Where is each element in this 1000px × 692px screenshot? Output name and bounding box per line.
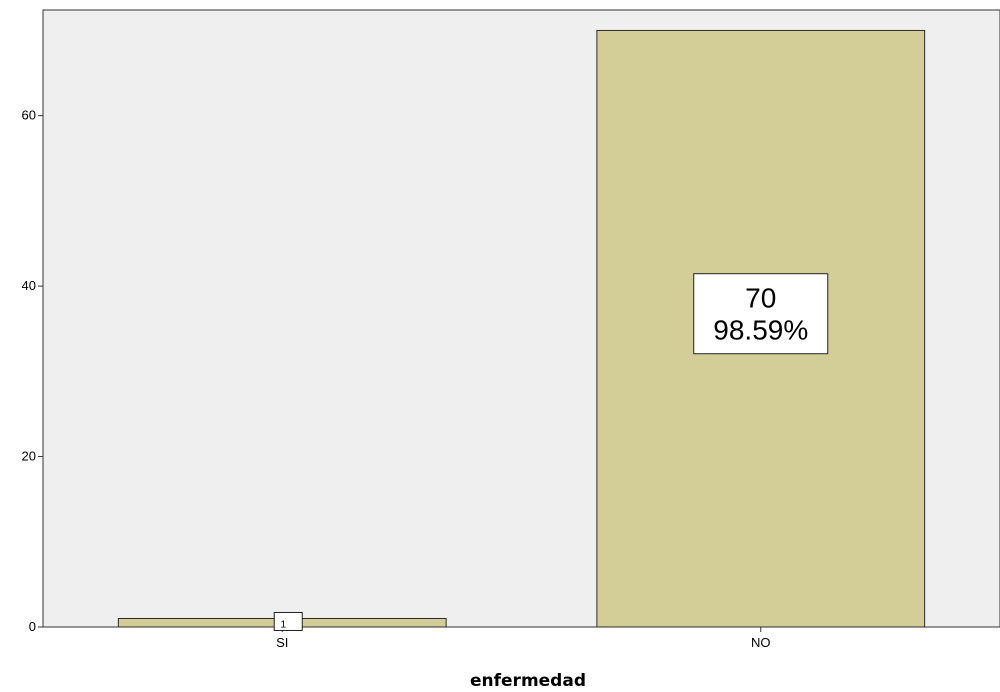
y-tick-label-20: 20 [22,449,36,464]
data-label-percent-no: 98.59% [713,315,808,346]
x-axis-title: enfermedad [470,671,586,691]
x-tick-label-si: SI [276,635,288,650]
data-label-box-si [273,611,303,631]
y-tick-label-0: 0 [29,619,36,634]
data-label-count-no: 70 [745,283,776,314]
y-tick-label-40: 40 [22,278,36,293]
x-axis: SI NO [276,627,771,650]
data-label-box-no [693,273,829,355]
y-tick-label-60: 60 [22,108,36,123]
data-label-count-si: 1 [280,619,286,630]
x-tick-label-no: NO [751,635,771,650]
y-axis: 0 20 40 60 [22,108,43,634]
